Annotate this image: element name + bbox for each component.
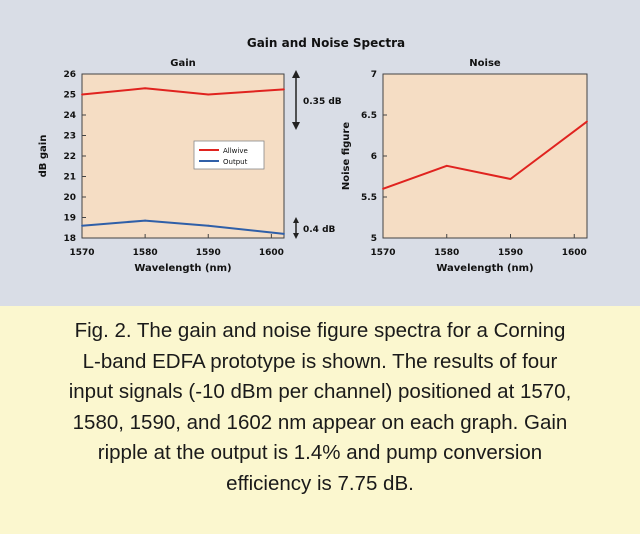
noise-chart-title: Noise — [469, 58, 501, 69]
noise-y-axis-label: Noise figure — [341, 122, 352, 191]
gain-y-tick-label: 23 — [63, 132, 76, 142]
figure-title: Gain and Noise Spectra — [247, 36, 405, 50]
noise-y-tick-label: 5 — [371, 234, 377, 244]
charts-svg: Gain and Noise Spectra Gain 18 19 20 21 22 23… — [38, 36, 588, 274]
gain-y-tick-label: 22 — [63, 152, 76, 162]
caption-line: input signals (-10 dBm per channel) posi… — [68, 380, 572, 403]
gain-y-tick-label: 19 — [63, 214, 76, 224]
gain-x-axis-label: Wavelength (nm) — [134, 263, 231, 274]
gain-y-tick-label: 18 — [63, 234, 76, 244]
gain-x-tick-label: 1570 — [69, 248, 94, 258]
noise-data-point — [445, 164, 448, 167]
gain-data-point — [283, 88, 285, 91]
gain-legend-label: Output — [223, 158, 248, 166]
caption-line: 1580, 1590, and 1602 nm appear on each g… — [72, 410, 568, 434]
caption-line: L-band EDFA prototype is shown. The resu… — [82, 349, 558, 373]
gain-legend-label: Allwive — [223, 147, 248, 155]
noise-y-tick-label: 5.5 — [361, 193, 377, 203]
gain-series-line-2 — [81, 219, 285, 235]
noise-x-tick-label: 1590 — [498, 248, 523, 258]
noise-series-line-1 — [382, 120, 588, 190]
gain-data-point — [144, 219, 147, 222]
gain-legend-box — [193, 140, 265, 170]
noise-y-tick-label: 6.5 — [361, 111, 377, 121]
gain-chart-title: Gain — [170, 58, 196, 69]
noise-plot-area — [382, 73, 588, 239]
noise-y-tick-label: 6 — [371, 152, 377, 162]
gain-y-tick-label: 21 — [63, 173, 76, 183]
caption-line: ripple at the output is 1.4% and pump co… — [97, 441, 543, 464]
noise-x-tick-label: 1570 — [370, 248, 395, 258]
noise-data-point — [509, 178, 512, 180]
gain-x-tick-label: 1580 — [133, 248, 158, 258]
caption-line: Fig. 2. The gain and noise figure spectr… — [74, 319, 566, 342]
noise-data-point — [586, 120, 588, 123]
output-ripple-annotation: 0.4 dB — [303, 225, 336, 235]
gain-data-point — [283, 233, 285, 235]
gain-data-point — [144, 87, 147, 90]
noise-y-tick-label: 7 — [371, 70, 377, 80]
gain-y-tick-label: 25 — [63, 91, 76, 101]
ripple-arrow-bottom-head-up — [293, 217, 299, 223]
noise-data-point — [382, 187, 384, 190]
gain-y-tick-label: 24 — [63, 111, 76, 121]
gain-x-tick-label: 1600 — [259, 248, 284, 258]
noise-x-tick-label: 1600 — [562, 248, 587, 258]
noise-x-axis-label: Wavelength (nm) — [436, 263, 533, 274]
ripple-arrow-top-head-up — [292, 70, 300, 78]
gain-ripple-annotation: 0.35 dB — [303, 97, 342, 107]
noise-chart-layer: 5 5.5 6 6.5 7 1570 1580 1590 1600 — [361, 70, 588, 258]
gain-series-line-1 — [81, 87, 285, 96]
gain-data-point — [81, 224, 83, 227]
gain-y-tick-label: 20 — [63, 193, 76, 203]
gain-y-axis-label: dB gain — [38, 135, 49, 178]
gain-data-point — [207, 93, 210, 96]
gain-data-point — [207, 224, 210, 227]
ripple-arrow-bottom-head-down — [293, 233, 299, 239]
noise-x-tick-label: 1580 — [434, 248, 459, 258]
figure-panel: Gain and Noise Spectra Gain 18 19 20 21 22 23… — [0, 0, 640, 306]
caption-line: efficiency is 7.75 dB. — [226, 471, 414, 495]
ripple-arrow-top-head-down — [292, 122, 300, 130]
figure-caption: Fig. 2. The gain and noise figure spectr… — [0, 306, 640, 534]
gain-x-tick-label: 1590 — [196, 248, 221, 258]
gain-y-tick-label: 26 — [63, 70, 76, 80]
gain-chart-layer: 18 19 20 21 22 23 24 25 26 1570 1580 1590 1600 Allwiv… — [63, 70, 285, 258]
gain-data-point — [81, 93, 83, 96]
